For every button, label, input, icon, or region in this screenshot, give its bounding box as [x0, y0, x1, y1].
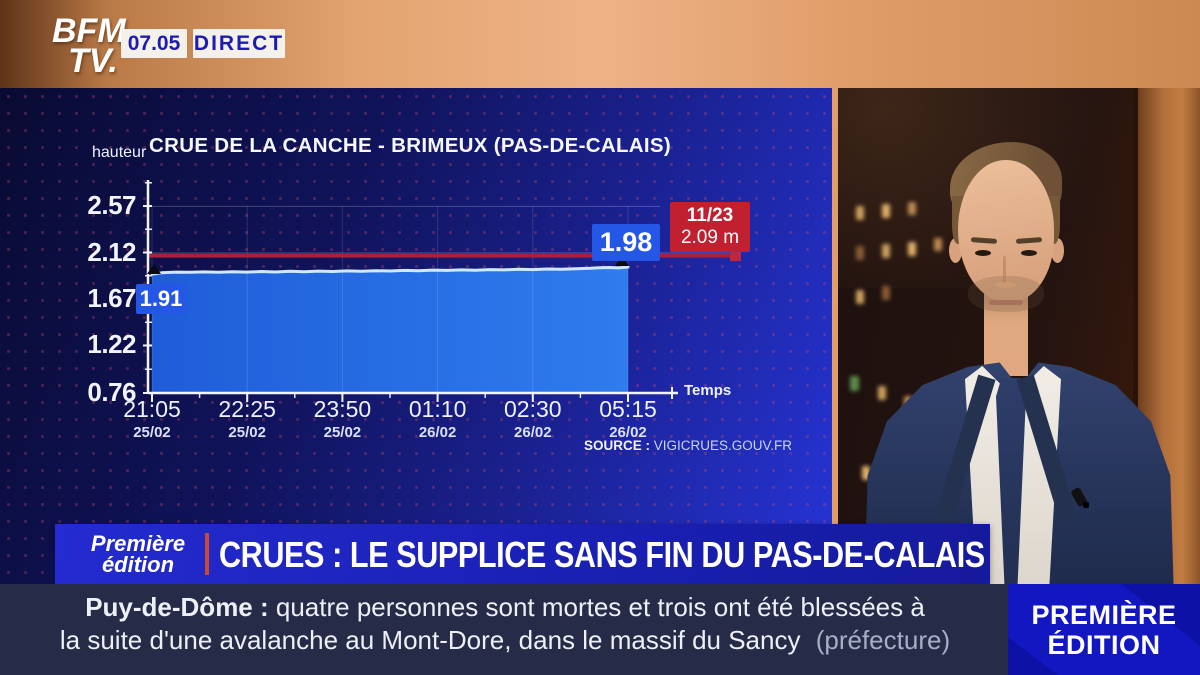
x-tick-time: 22:25 — [218, 396, 276, 422]
window-light — [856, 206, 864, 220]
anchor-face — [958, 160, 1054, 302]
x-tick: 01:10 26/02 — [393, 396, 483, 441]
x-tick-time: 21:05 — [123, 396, 181, 422]
chart-panel: CRUE DE LA CANCHE - BRIMEUX (PAS-DE-CALA… — [0, 88, 832, 584]
x-tick-date: 26/02 — [514, 424, 552, 441]
window-light — [882, 244, 890, 258]
show-name-line1: Première — [90, 531, 186, 556]
level-line — [150, 265, 630, 276]
show-name-label: Première édition — [67, 531, 209, 577]
ticker-line1-text: quatre personnes sont mortes et trois on… — [275, 592, 925, 622]
current-value-badge: 1.98 — [592, 224, 660, 261]
ticker-line2-text: la suite d'une avalanche au Mont-Dore, d… — [59, 625, 801, 655]
x-tick: 05:15 26/02 — [583, 396, 673, 441]
x-tick-time: 01:10 — [408, 396, 467, 422]
window-light — [908, 202, 916, 215]
x-tick-date: 25/02 — [323, 424, 362, 441]
x-tick-time: 05:15 — [599, 396, 657, 422]
x-tick: 02:30 26/02 — [488, 396, 578, 441]
start-marker-icon — [147, 264, 161, 274]
window-light — [908, 242, 916, 256]
window-light — [856, 290, 864, 304]
anchor-eye — [1021, 250, 1037, 256]
bfmtv-logo: BFM TV. — [52, 12, 126, 80]
headline-text: CRUES : LE SUPPLICE SANS FIN DU PAS-DE-C… — [219, 534, 985, 575]
source-prefix: SOURCE : — [583, 438, 650, 453]
historic-crest-date: 11/23 — [686, 205, 734, 226]
window-light — [856, 246, 864, 260]
ticker-text: Puy-de-Dôme : quatre personnes sont mort… — [30, 591, 980, 657]
x-tick-time: 02:30 — [504, 396, 562, 422]
source-value: VIGICRUES.GOUV.FR — [653, 438, 792, 453]
anchor-nose-shadow — [994, 282, 1016, 288]
source-credit: SOURCE : VIGICRUES.GOUV.FR — [420, 438, 792, 453]
y-tick-label: 2.57 — [87, 190, 136, 221]
window-light — [878, 386, 886, 400]
anchor-nose — [1003, 256, 1006, 284]
show-badge-line2: ÉDITION — [1047, 630, 1161, 660]
x-axis-label: Temps — [684, 382, 732, 399]
y-tick-label: 2.12 — [87, 236, 136, 267]
window-light — [934, 238, 942, 251]
area-fill — [152, 267, 628, 393]
ticker-attribution: (préfecture) — [815, 625, 951, 655]
window-light — [882, 204, 890, 218]
news-ticker: Puy-de-Dôme : quatre personnes sont mort… — [0, 584, 1008, 675]
flood-level-chart — [143, 180, 741, 402]
x-tick-date: 25/02 — [133, 424, 171, 441]
historic-crest-value: 2.09 m — [680, 227, 740, 248]
x-tick-time: 23:50 — [313, 396, 372, 422]
banner-separator — [205, 533, 209, 575]
window-light — [862, 466, 870, 480]
ticker-line1: Puy-de-Dôme : quatre personnes sont mort… — [30, 591, 980, 624]
start-value-badge: 1.91 — [136, 284, 186, 314]
bfmtv-logo-line2: TV. — [68, 42, 118, 80]
x-tick-date: 25/02 — [228, 424, 266, 441]
show-name-line2: édition — [101, 552, 175, 577]
x-tick: 21:05 25/02 — [107, 396, 197, 441]
clock: 07.05 — [121, 29, 187, 58]
show-badge-text: PREMIÈRE ÉDITION — [1008, 600, 1200, 660]
anchor-eye — [975, 250, 991, 256]
bfmtv-logo-line1: BFM — [52, 12, 126, 50]
ticker-topic: Puy-de-Dôme : — [85, 592, 269, 622]
y-tick-label: 1.67 — [87, 282, 136, 313]
headline-banner: Première édition CRUES : LE SUPPLICE SAN… — [55, 524, 990, 584]
historic-crest-badge: 11/23 2.09 m — [670, 202, 750, 252]
y-axis-label: hauteur — [92, 144, 147, 161]
current-marker-icon — [615, 256, 629, 266]
ticker-line2: la suite d'une avalanche au Mont-Dore, d… — [30, 624, 980, 657]
anchor-ear — [1051, 238, 1064, 263]
live-badge: DIRECT — [193, 29, 285, 58]
studio-video-feed — [838, 88, 1200, 584]
window-light — [882, 286, 890, 300]
lavalier-mic-clip — [1083, 502, 1089, 508]
window-light-green — [850, 376, 859, 391]
show-badge-line1: PREMIÈRE — [1031, 600, 1177, 630]
anchor-mouth — [989, 300, 1023, 305]
set-panel-seam — [1133, 88, 1139, 584]
x-tick-date: 26/02 — [418, 424, 457, 441]
y-tick-label: 1.22 — [87, 329, 136, 360]
y-tick-label: 0.76 — [87, 377, 136, 407]
x-tick: 23:50 25/02 — [297, 396, 387, 441]
x-tick: 22:25 25/02 — [202, 396, 292, 441]
show-badge: PREMIÈRE ÉDITION — [1008, 584, 1200, 675]
chart-title: CRUE DE LA CANCHE - BRIMEUX (PAS-DE-CALA… — [149, 134, 671, 157]
x-tick-date: 26/02 — [609, 424, 647, 441]
threshold-line-end-cap — [730, 250, 741, 262]
